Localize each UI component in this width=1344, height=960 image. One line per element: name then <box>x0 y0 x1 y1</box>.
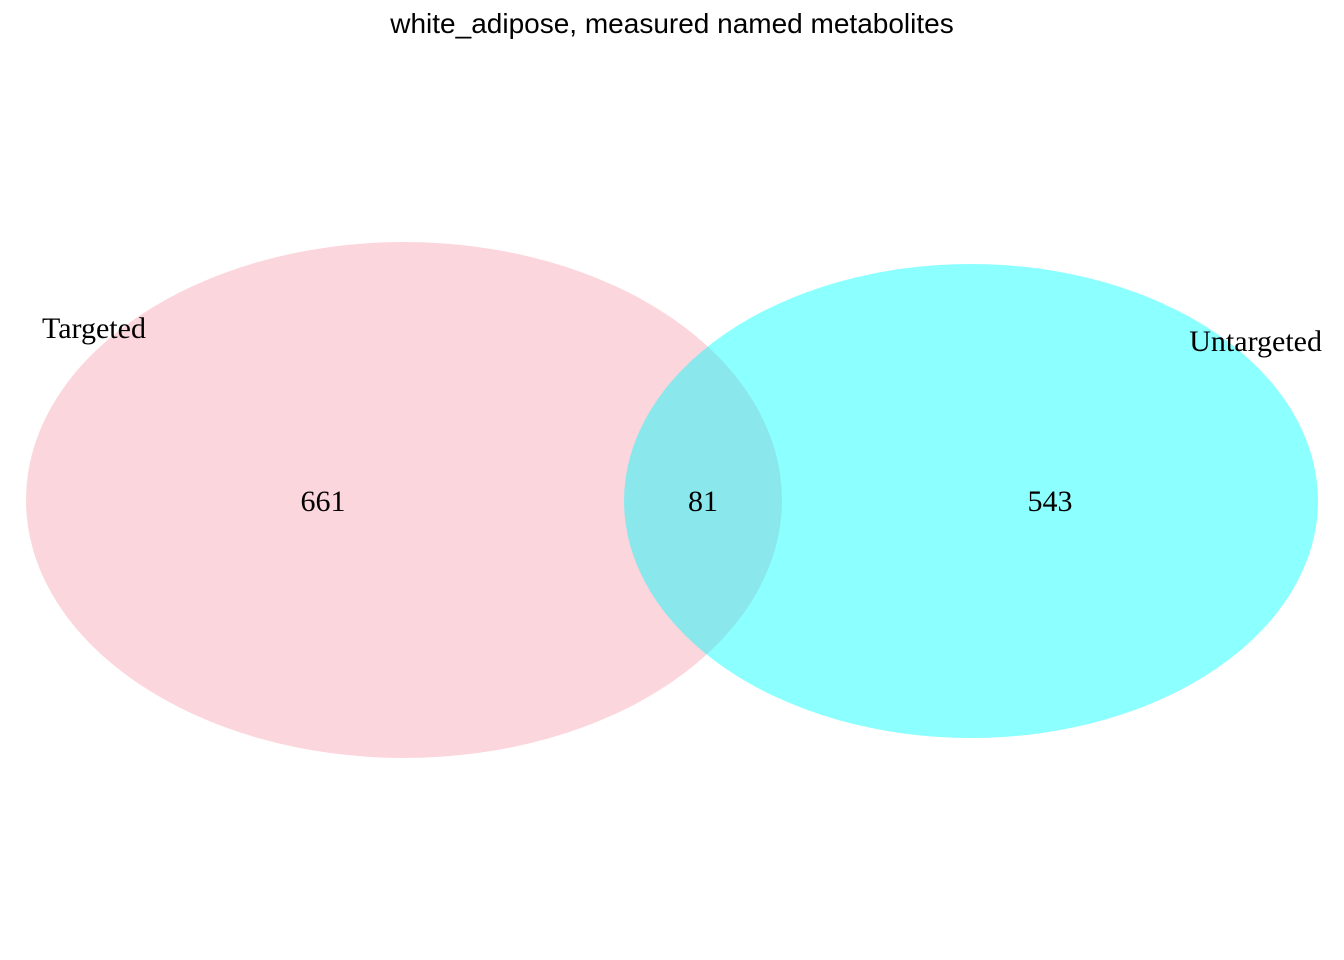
only-untargeted-count: 543 <box>1028 485 1073 518</box>
intersection-count: 81 <box>688 485 718 518</box>
targeted-set-label: Targeted <box>42 312 146 345</box>
untargeted-set-ellipse <box>624 264 1318 738</box>
untargeted-set-label: Untargeted <box>1189 325 1322 358</box>
chart-title: white_adipose, measured named metabolite… <box>390 8 954 39</box>
targeted-set-ellipse <box>26 242 782 758</box>
only-targeted-count: 661 <box>301 485 346 518</box>
